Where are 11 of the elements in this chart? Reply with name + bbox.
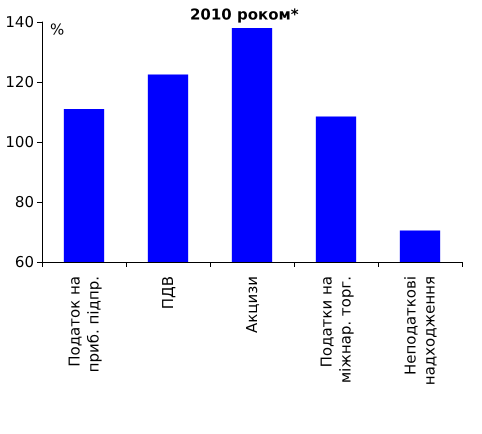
chart-title: 2010 роком*	[190, 6, 299, 24]
x-tick-label: ПДВ	[159, 276, 177, 310]
y-tick-label: 140	[5, 13, 34, 31]
x-tick-label: Податки на міжнар. торг.	[318, 276, 354, 384]
y-tick-label: 100	[5, 133, 34, 151]
y-tick-label: 60	[14, 253, 34, 271]
x-tick-label: Акцизи	[243, 276, 261, 334]
y-axis-title: %	[50, 20, 64, 38]
y-tick-label: 120	[5, 73, 34, 91]
y-tick-label: 80	[14, 193, 34, 211]
x-tick-label: Податок на приб. підпр.	[66, 276, 102, 372]
